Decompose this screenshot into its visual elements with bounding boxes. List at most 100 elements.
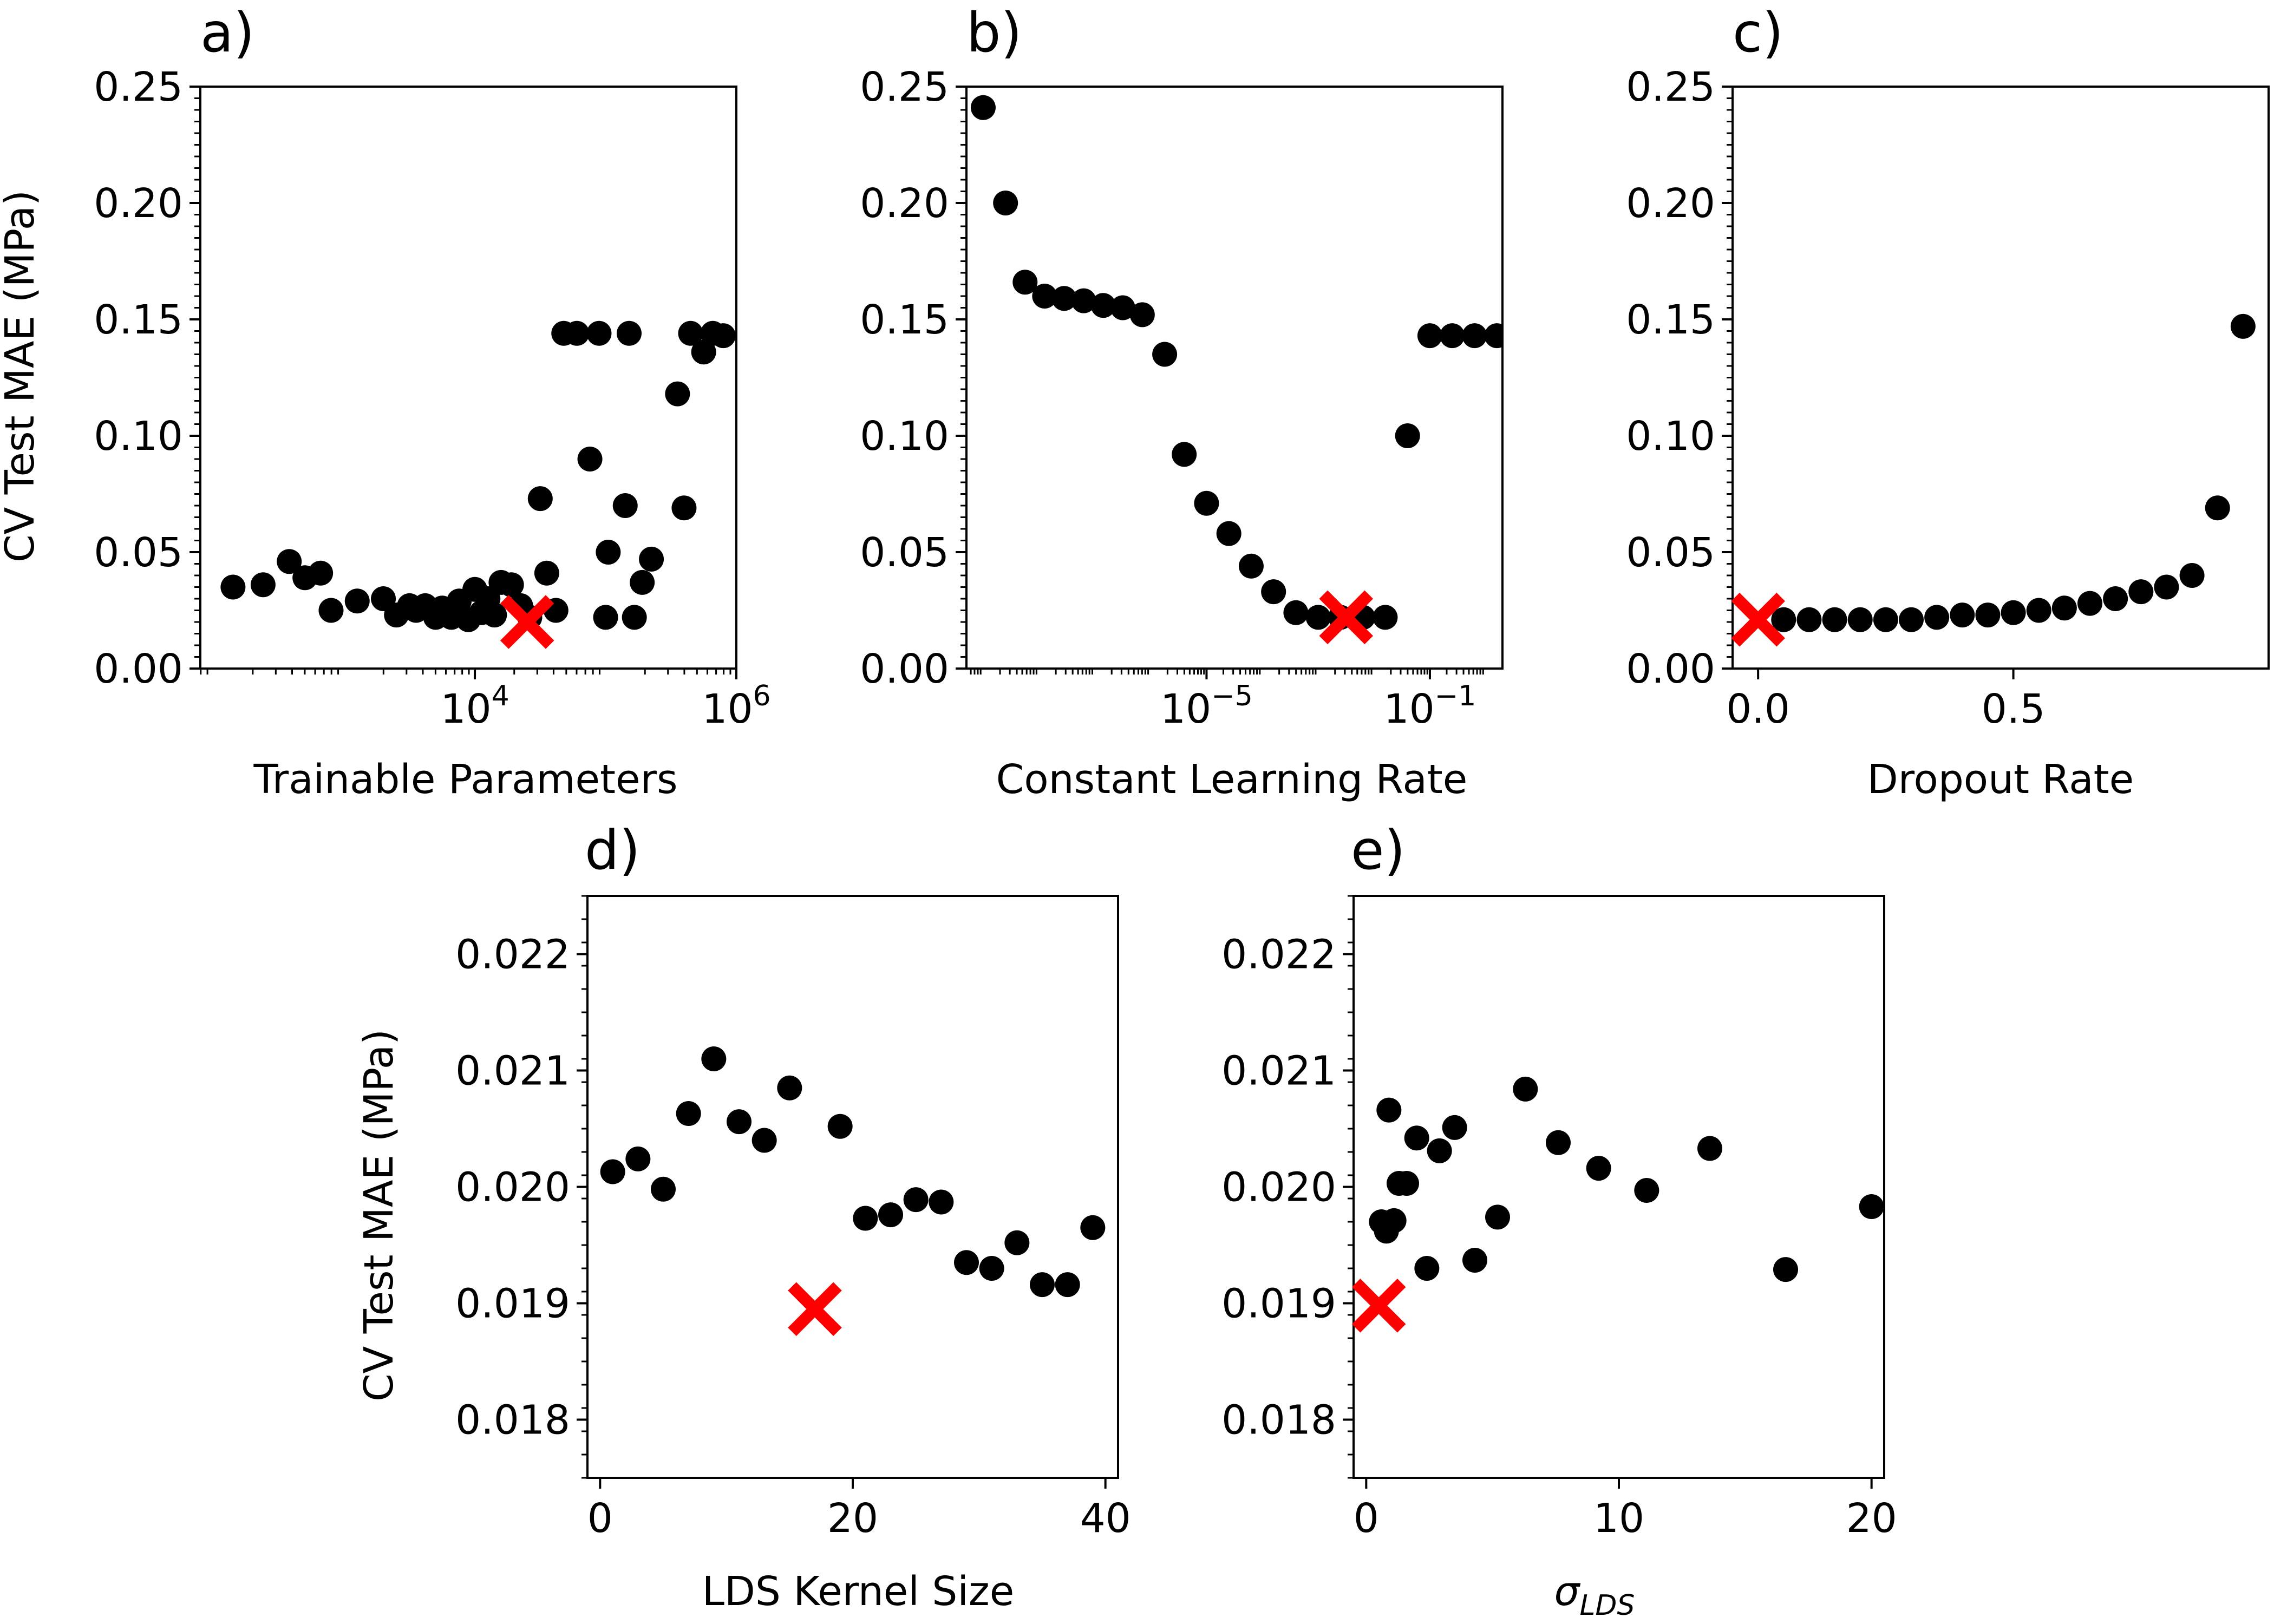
panel-a-data-point xyxy=(678,320,703,346)
panel-d-data-point xyxy=(827,1114,853,1139)
panel-a-data-point xyxy=(596,540,621,565)
panel-e-best-marker xyxy=(1351,1279,1406,1333)
panel-d-data-point xyxy=(727,1109,752,1135)
panel-d-data-point xyxy=(979,1256,1004,1281)
panel-c-data-point xyxy=(2051,595,2077,621)
panel-c-ytick-label: 0.25 xyxy=(1626,64,1715,110)
panel-c-ytick-label: 0.00 xyxy=(1626,646,1715,692)
panel-e-xlabel-main: σ xyxy=(1554,1568,1581,1615)
panel-e-label: e) xyxy=(1351,818,1406,882)
panel-a-ytick-label: 0.20 xyxy=(94,180,183,227)
panel-a-data-point xyxy=(499,572,524,598)
panel-c-series xyxy=(1771,313,2256,632)
panel-b-xtick-base: 10 xyxy=(1384,686,1435,732)
panel-e-data-point xyxy=(1859,1194,1884,1220)
panel-a-ytick-label: 0.05 xyxy=(94,529,183,576)
panel-b-data-point xyxy=(1090,293,1116,318)
panel-b-data-point xyxy=(1305,605,1331,630)
panel-c-data-point xyxy=(2026,598,2051,623)
panel-b-data-point xyxy=(1051,286,1077,311)
panel-b-label: b) xyxy=(966,1,1022,64)
panel-e-data-point xyxy=(1773,1257,1798,1282)
panel-a-data-point xyxy=(639,546,664,572)
panel-d-best-marker xyxy=(788,1282,842,1337)
panel-c-data-point xyxy=(2205,495,2230,521)
panel-e-ytick-label: 0.022 xyxy=(1221,932,1336,978)
panel-b-data-point xyxy=(1462,323,1487,349)
panel-c-data-point xyxy=(1847,607,1873,632)
panel-a-data-point xyxy=(691,339,716,365)
panel-a: a) CV Test MAE (MPa) Trainable Parameter… xyxy=(0,1,771,803)
panel-c-xtick-label: 0.0 xyxy=(1726,686,1790,732)
panel-d-data-point xyxy=(903,1187,929,1213)
panel-b-data-point xyxy=(1373,605,1398,630)
panel-a-ytick-label: 0.00 xyxy=(94,646,183,692)
panel-b-data-point xyxy=(1152,342,1178,367)
panel-e-data-point xyxy=(1414,1256,1440,1281)
panel-a-data-point xyxy=(710,323,736,349)
panel-a-data-point xyxy=(344,588,370,614)
panel-c-data-point xyxy=(1873,607,1898,632)
panel-b-xlabel: Constant Learning Rate xyxy=(996,756,1468,803)
panel-e-axes-frame xyxy=(1352,895,1885,1479)
panel-b-data-point xyxy=(1110,295,1135,320)
panel-b-data-point xyxy=(993,191,1018,215)
panel-b-data-point xyxy=(1071,288,1096,313)
panel-d-ytick-label: 0.018 xyxy=(455,1397,570,1444)
panel-e-xtick-label: 10 xyxy=(1593,1495,1644,1542)
panel-d-data-point xyxy=(878,1202,903,1228)
panel-b-xtick-base: 10 xyxy=(1160,686,1211,732)
panel-b-data-point xyxy=(1012,270,1038,295)
panel-a-ytick-label: 0.25 xyxy=(94,64,183,110)
panel-d-xlabel: LDS Kernel Size xyxy=(702,1568,1015,1615)
panel-c-data-point xyxy=(2077,591,2102,616)
panel-b-data-point xyxy=(1261,579,1286,605)
panel-b-data-point xyxy=(1238,553,1264,579)
panel-c-data-point xyxy=(1924,605,1950,630)
panel-d-xtick-label: 20 xyxy=(827,1495,878,1542)
panel-b-data-point xyxy=(1417,323,1442,349)
panel-b-data-point xyxy=(1216,521,1241,546)
panel-b-ytick-label: 0.25 xyxy=(860,64,949,110)
panel-b-xtick-exp: −5 xyxy=(1211,680,1253,712)
panel-d-series xyxy=(600,1046,1106,1298)
panel-d-xtick-label: 40 xyxy=(1080,1495,1131,1542)
panel-a-ylabel: CV Test MAE (MPa) xyxy=(0,190,43,562)
panel-d-data-point xyxy=(1080,1215,1106,1240)
panel-a-best-marker xyxy=(500,595,554,649)
panel-e-xlabel-sub: LDS xyxy=(1579,1589,1635,1622)
panel-c-xtick-label: 0.5 xyxy=(1982,686,2046,732)
panel-e: e) σLDS 0.018 0.019 0.020 0.021 0.022 0 10 20 xyxy=(1221,818,1897,1622)
panel-c-data-point xyxy=(2230,313,2256,339)
panel-a-xtick-label: 106 xyxy=(702,680,770,732)
panel-b-series xyxy=(970,95,1502,630)
panel-b-axes-frame xyxy=(965,86,1504,670)
panel-b-ytick-label: 0.05 xyxy=(860,529,949,576)
panel-e-data-point xyxy=(1381,1208,1407,1233)
panel-e-xtick-label: 0 xyxy=(1354,1495,1379,1542)
panel-a-ytick-label: 0.15 xyxy=(94,297,183,343)
panel-d-data-point xyxy=(752,1128,777,1153)
panel-d-data-point xyxy=(1030,1272,1055,1298)
panel-b-ytick-label: 0.10 xyxy=(860,413,949,460)
panel-b-data-point xyxy=(970,95,996,120)
panel-c-data-point xyxy=(1899,607,1924,632)
panel-d-data-point xyxy=(954,1250,979,1275)
panel-e-xlabel: σLDS xyxy=(1554,1568,1635,1622)
panel-c-data-point xyxy=(2001,600,2026,625)
panel-c-ytick-label: 0.10 xyxy=(1626,413,1715,460)
panel-e-ytick-label: 0.021 xyxy=(1221,1048,1336,1095)
panel-d-data-point xyxy=(600,1159,625,1184)
panel-c-data-point xyxy=(1975,603,2001,628)
panel-e-data-point xyxy=(1404,1125,1429,1151)
panel-d-ytick-label: 0.020 xyxy=(455,1164,570,1211)
panel-a-xtick-base: 10 xyxy=(702,686,753,732)
panel-a-xtick-base: 10 xyxy=(440,686,491,732)
panel-e-data-point xyxy=(1462,1247,1487,1273)
panel-d-data-point xyxy=(853,1206,878,1231)
panel-a-data-point xyxy=(250,572,276,598)
panel-a-data-point xyxy=(577,447,603,472)
panel-a-data-point xyxy=(593,605,618,630)
panel-e-series xyxy=(1369,1076,1884,1282)
